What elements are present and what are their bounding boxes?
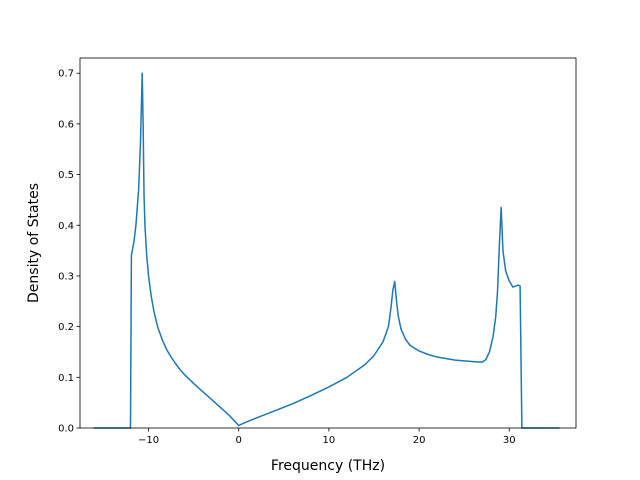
y-tick-label: 0.1 <box>58 373 74 384</box>
y-tick-label: 0.6 <box>58 119 74 130</box>
x-tick-label: 30 <box>503 435 516 446</box>
y-axis-label: Density of States <box>26 183 42 303</box>
dos-series-line <box>93 72 560 429</box>
x-axis-label: Frequency (THz) <box>271 458 385 474</box>
x-tick-label: −10 <box>138 435 159 446</box>
plot-area-frame <box>79 57 577 429</box>
y-axis-ticks: 0.0 0.1 0.2 0.3 0.4 0.5 0.6 0.7 <box>58 69 80 435</box>
y-tick-label: 0.3 <box>58 271 74 282</box>
y-tick-label: 0.0 <box>58 424 74 435</box>
y-tick-label: 0.5 <box>58 170 74 181</box>
x-tick-label: 10 <box>323 435 336 446</box>
x-tick-label: 0 <box>236 435 242 446</box>
x-axis-ticks: −10 0 10 20 30 <box>138 428 516 446</box>
y-tick-label: 0.7 <box>58 69 74 80</box>
x-tick-label: 20 <box>413 435 426 446</box>
y-tick-label: 0.2 <box>58 322 74 333</box>
y-tick-label: 0.4 <box>58 221 74 232</box>
